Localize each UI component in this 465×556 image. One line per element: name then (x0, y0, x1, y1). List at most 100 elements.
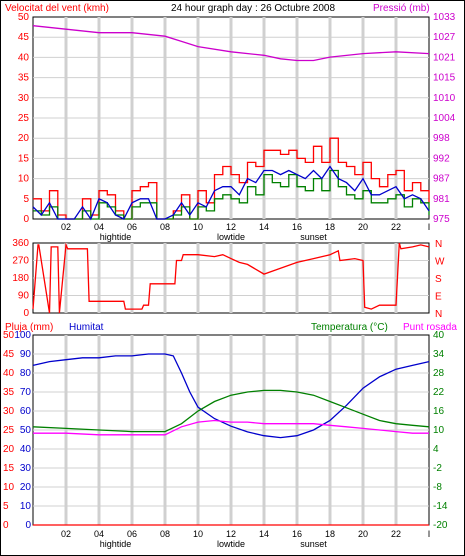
y-rain-tick-label: 5 (3, 501, 9, 512)
y-humidity-tick-label: 40 (20, 444, 32, 455)
y-left-tick-label: 0 (23, 214, 29, 225)
y-left-tick-label: 25 (18, 113, 30, 124)
y-left-tick-label: 30 (18, 93, 30, 104)
x-event-label: sunset (300, 232, 327, 242)
y-humidity-tick-label: 90 (20, 349, 32, 360)
y-rain-tick-label: 35 (3, 387, 15, 398)
y-right-tick-label: -14 (433, 501, 448, 512)
temperature-axis-title: Temperatura (°C) (311, 322, 388, 333)
y-rain-tick-label: 0 (3, 520, 9, 531)
y-humidity-tick-label: 0 (25, 520, 31, 531)
y-rain-tick-label: 20 (3, 444, 15, 455)
y-right-tick-label: 1010 (433, 93, 456, 104)
x-tick-label: 12 (226, 222, 236, 232)
y-right-tick-label: 10 (433, 425, 445, 436)
y-humidity-tick-label: 50 (20, 425, 32, 436)
dewpoint-axis-title: Punt rosada (403, 322, 457, 333)
x-tick-label: 02 (61, 529, 71, 539)
x-tick-label: 02 (61, 222, 71, 232)
y-right-tick-label: 992 (433, 153, 450, 164)
y-right-tick-label: S (435, 274, 442, 285)
y-right-tick-label: 1027 (433, 32, 456, 43)
y-right-tick-label: 22 (433, 387, 445, 398)
y-right-tick-label: 1021 (433, 52, 456, 63)
y-right-tick-label: 1004 (433, 113, 456, 124)
series-pressure (32, 25, 430, 62)
y-right-tick-label: 34 (433, 349, 445, 360)
series-dewpoint (33, 419, 429, 436)
y-right-tick-label: -2 (433, 463, 442, 474)
x-tick-label: 20 (358, 529, 368, 539)
y-humidity-tick-label: 10 (20, 501, 32, 512)
y-humidity-tick-label: 80 (20, 368, 32, 379)
y-right-tick-label: E (435, 292, 442, 303)
y-humidity-tick-label: 70 (20, 387, 32, 398)
x-tick-label: 22 (391, 529, 401, 539)
y-right-tick-label: W (435, 257, 445, 268)
y-right-tick-label: 1033 (433, 12, 456, 23)
y-right-tick-label: 4 (433, 444, 439, 455)
y-left-tick-label: 270 (12, 256, 29, 267)
y-humidity-tick-label: 100 (14, 330, 31, 341)
y-left-tick-label: 10 (18, 174, 30, 185)
y-rain-tick-label: 25 (3, 425, 15, 436)
y-right-tick-label: 1015 (433, 73, 456, 84)
humidity-axis-title: Humitat (69, 322, 104, 333)
series-wind-mean (32, 165, 430, 221)
series-humidity (32, 353, 430, 439)
chart-title: 24 hour graph day : 26 Octubre 2008 (171, 3, 335, 14)
x-tick-label: I (428, 529, 431, 539)
y-right-tick-label: 998 (433, 133, 450, 144)
y-right-tick-label: N (435, 309, 442, 320)
y-right-tick-label: 987 (433, 174, 450, 185)
y-left-tick-label: 45 (18, 32, 30, 43)
y-left-tick-label: 5 (23, 194, 29, 205)
x-tick-label: 18 (325, 222, 335, 232)
x-tick-label: 10 (193, 529, 203, 539)
y-rain-tick-label: 15 (3, 463, 15, 474)
x-tick-label: 14 (259, 222, 269, 232)
x-tick-label: 12 (226, 529, 236, 539)
pressure-axis-title: Pressió (mb) (373, 3, 430, 14)
y-left-tick-label: 90 (18, 291, 30, 302)
wind-axis-title: Velocitat del vent (kmh) (5, 3, 109, 14)
y-left-tick-label: 20 (18, 133, 30, 144)
y-left-tick-label: 180 (12, 273, 29, 284)
x-tick-label: 16 (292, 222, 302, 232)
y-left-tick-label: 0 (23, 308, 29, 319)
x-event-label: hightide (100, 232, 132, 242)
y-right-tick-label: -8 (433, 482, 442, 493)
series-wind-direction (32, 242, 430, 314)
y-left-tick-label: 360 (12, 238, 29, 249)
y-right-tick-label: -20 (433, 520, 448, 531)
y-left-tick-label: 15 (18, 153, 30, 164)
y-right-tick-label: 975 (433, 214, 450, 225)
y-humidity-tick-label: 60 (20, 406, 32, 417)
series-temperature (32, 389, 430, 433)
x-tick-label: 06 (127, 222, 137, 232)
rain-axis-title: Pluja (mm) (5, 322, 53, 333)
x-event-label: lowtide (217, 232, 245, 242)
y-right-tick-label: N (435, 239, 442, 250)
x-tick-label: 08 (160, 222, 170, 232)
x-tick-label: I (428, 222, 431, 232)
y-left-tick-label: 35 (18, 73, 30, 84)
y-right-tick-label: 981 (433, 194, 450, 205)
y-rain-tick-label: 50 (3, 330, 15, 341)
x-tick-label: 06 (127, 529, 137, 539)
x-tick-label: 16 (292, 529, 302, 539)
y-rain-tick-label: 45 (3, 349, 15, 360)
y-humidity-tick-label: 20 (20, 482, 32, 493)
x-tick-label: 10 (193, 222, 203, 232)
y-humidity-tick-label: 30 (20, 463, 32, 474)
x-tick-label: 08 (160, 529, 170, 539)
x-event-label: lowtide (217, 539, 245, 549)
series-wind-gust (33, 137, 430, 220)
x-tick-label: 04 (94, 222, 104, 232)
x-tick-label: 18 (325, 529, 335, 539)
y-right-tick-label: 16 (433, 406, 445, 417)
x-tick-label: 22 (391, 222, 401, 232)
x-event-label: hightide (100, 539, 132, 549)
